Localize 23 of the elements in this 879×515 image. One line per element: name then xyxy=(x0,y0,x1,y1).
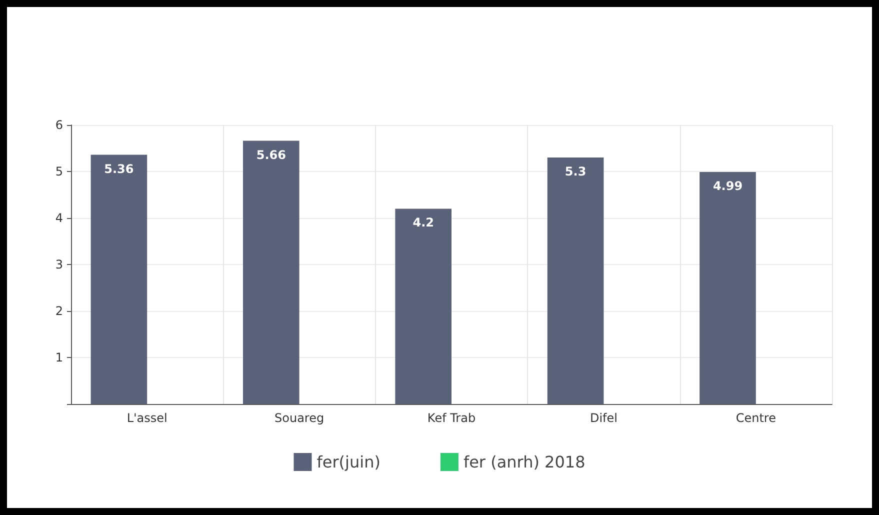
x-tick-label: Difel xyxy=(590,411,618,425)
x-tick-label: Centre xyxy=(736,411,776,425)
y-tick-label: 6 xyxy=(55,118,63,132)
x-tick-label: Souareg xyxy=(274,411,324,425)
y-tick-label: 1 xyxy=(55,350,63,364)
y-tick-label: 2 xyxy=(55,304,63,318)
bar xyxy=(90,154,148,404)
bar xyxy=(395,208,452,404)
y-tick-label: 3 xyxy=(55,258,63,272)
y-tick-label: 4 xyxy=(55,211,63,225)
legend-label: fer(juin) xyxy=(316,452,380,472)
data-label: 4.99 xyxy=(712,178,743,193)
legend-label: fer (anrh) 2018 xyxy=(463,452,586,472)
x-tick-label: L'assel xyxy=(126,411,168,425)
data-label: 5.36 xyxy=(104,162,134,176)
data-label: 5.66 xyxy=(256,148,286,162)
data-label: 4.2 xyxy=(412,216,434,230)
bar xyxy=(700,172,756,404)
y-tick-label: 5 xyxy=(55,164,63,178)
x-tick-label: Kef Trab xyxy=(427,411,476,425)
bar xyxy=(547,158,604,404)
data-label: 5.3 xyxy=(564,164,586,179)
bar xyxy=(242,140,300,404)
